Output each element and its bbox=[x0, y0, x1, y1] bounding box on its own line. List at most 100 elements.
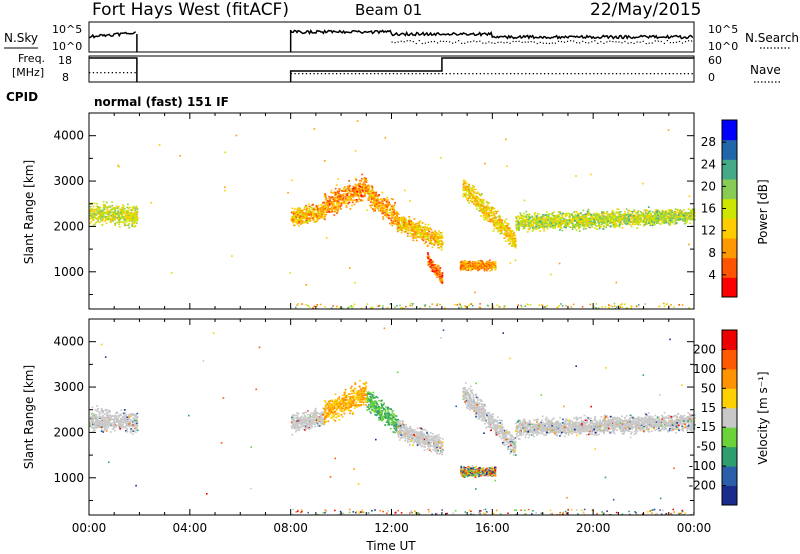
scatter-point bbox=[306, 211, 309, 213]
scatter-point bbox=[360, 195, 363, 197]
scatter-point bbox=[575, 221, 578, 224]
scatter-point bbox=[465, 188, 468, 190]
scatter-point bbox=[499, 232, 501, 235]
scatter-point bbox=[386, 200, 388, 203]
scatter-point bbox=[345, 189, 348, 192]
nave-dot bbox=[604, 73, 606, 75]
scatter-point bbox=[654, 211, 657, 213]
scatter-point bbox=[526, 213, 528, 216]
scatter-point bbox=[299, 223, 302, 225]
scatter-point bbox=[516, 219, 518, 222]
noise-search-dot bbox=[403, 41, 405, 43]
noise-panel: N.Sky 10^5 10^0 10^5 10^0 N.Search bbox=[4, 21, 799, 53]
scatter-point bbox=[657, 220, 660, 223]
scatter-point bbox=[429, 237, 432, 240]
noise-search-dot bbox=[615, 41, 617, 43]
scatter-point bbox=[535, 225, 537, 227]
scatter-point bbox=[577, 215, 580, 217]
scatter-point bbox=[387, 202, 390, 205]
scatter-point bbox=[650, 217, 653, 220]
scatter-point bbox=[122, 204, 125, 206]
scatter-point bbox=[540, 217, 543, 219]
scatter-point bbox=[434, 266, 437, 268]
scatter-point bbox=[569, 214, 572, 216]
scatter-point bbox=[328, 195, 331, 198]
scatter-point bbox=[621, 214, 624, 216]
nave-dot bbox=[574, 73, 576, 75]
scatter-point bbox=[371, 189, 374, 191]
scatter-point bbox=[346, 196, 349, 199]
scatter-point bbox=[302, 220, 305, 223]
scatter-point bbox=[555, 215, 558, 217]
scatter-point bbox=[546, 222, 549, 225]
scatter-point bbox=[432, 242, 434, 245]
scatter-point bbox=[606, 221, 609, 224]
scatter-point bbox=[424, 229, 426, 232]
scatter-point bbox=[671, 211, 674, 213]
scatter-point bbox=[102, 213, 105, 216]
scatter-point bbox=[525, 218, 528, 220]
scatter-point bbox=[383, 206, 385, 209]
scatter-point bbox=[463, 189, 465, 192]
scatter-point bbox=[690, 209, 692, 211]
scatter-point bbox=[575, 229, 578, 231]
scatter-point bbox=[630, 216, 632, 218]
scatter-point bbox=[361, 189, 364, 191]
scatter-point bbox=[367, 184, 370, 186]
scatter-point bbox=[407, 229, 410, 232]
scatter-point bbox=[362, 190, 364, 193]
scatter-point bbox=[364, 180, 367, 183]
scatter-point bbox=[516, 224, 519, 226]
scatter-point bbox=[669, 209, 672, 211]
scatter-point bbox=[118, 217, 120, 220]
scatter-point bbox=[662, 213, 665, 215]
noise-search-dot bbox=[639, 41, 641, 43]
power-panel-background bbox=[89, 113, 694, 309]
scatter-point bbox=[375, 199, 378, 201]
scatter-point bbox=[463, 193, 466, 195]
scatter-point bbox=[387, 205, 390, 208]
scatter-point bbox=[299, 216, 301, 218]
scatter-point bbox=[131, 217, 134, 220]
scatter-point bbox=[530, 225, 533, 227]
scatter-point bbox=[108, 205, 111, 207]
scatter-point bbox=[310, 213, 312, 216]
scatter-point bbox=[333, 200, 336, 202]
scatter-point bbox=[463, 182, 466, 184]
noise-search-dot bbox=[630, 42, 632, 44]
scatter-point bbox=[478, 193, 481, 196]
scatter-point bbox=[131, 208, 134, 211]
scatter-point bbox=[323, 206, 326, 208]
scatter-point bbox=[655, 215, 658, 218]
noise-search-dot bbox=[651, 42, 653, 44]
scatter-point bbox=[512, 242, 514, 245]
scatter-point bbox=[667, 211, 670, 214]
scatter-point bbox=[400, 227, 403, 230]
scatter-point bbox=[539, 230, 541, 232]
scatter-point bbox=[617, 220, 620, 223]
scatter-point bbox=[419, 225, 422, 228]
scatter-point bbox=[620, 221, 622, 224]
scatter-point bbox=[649, 219, 651, 222]
scatter-point bbox=[441, 242, 444, 245]
scatter-point bbox=[645, 209, 647, 211]
noise-trace bbox=[88, 28, 694, 52]
scatter-point bbox=[328, 211, 330, 213]
nave-dot bbox=[612, 73, 614, 75]
scatter-point bbox=[118, 213, 121, 216]
scatter-point bbox=[305, 211, 307, 213]
scatter-point bbox=[580, 211, 583, 214]
scatter-point bbox=[89, 210, 92, 213]
scatter-point bbox=[410, 233, 413, 235]
scatter-point bbox=[522, 219, 525, 221]
scatter-point bbox=[498, 218, 501, 220]
scatter-point bbox=[559, 225, 562, 227]
scatter-point bbox=[595, 219, 597, 221]
scatter-point bbox=[617, 208, 620, 211]
scatter-point bbox=[486, 201, 489, 204]
scatter-point bbox=[351, 204, 353, 207]
scatter-point bbox=[595, 216, 598, 218]
scatter-point bbox=[374, 204, 376, 206]
scatter-point bbox=[584, 224, 587, 227]
scatter-point bbox=[605, 223, 608, 225]
